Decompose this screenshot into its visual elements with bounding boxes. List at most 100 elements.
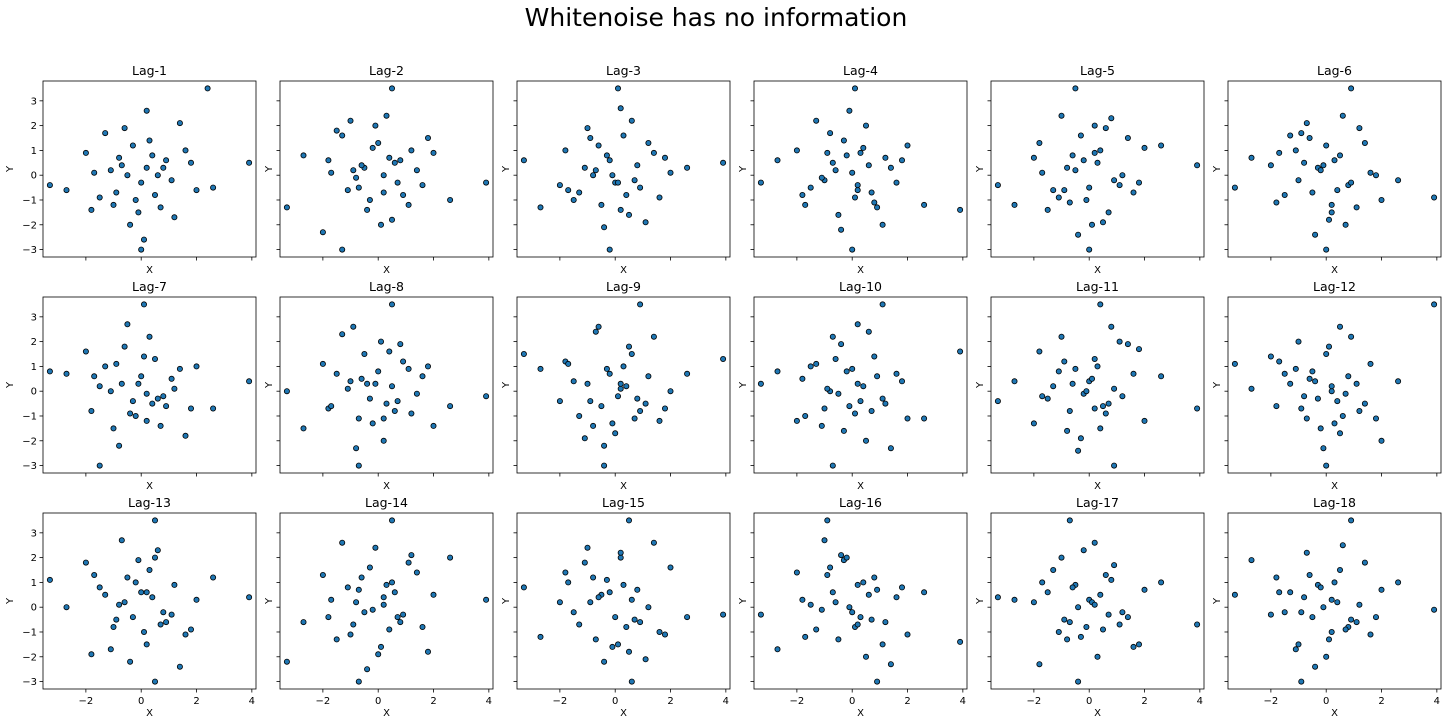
data-point — [483, 179, 490, 186]
scatter-points — [46, 85, 253, 253]
data-point — [339, 246, 346, 253]
data-point — [1317, 425, 1324, 432]
data-point — [138, 589, 145, 596]
data-point — [642, 400, 649, 407]
data-point — [383, 400, 390, 407]
y-tick-label: 0 — [31, 603, 37, 614]
data-point — [163, 619, 170, 626]
data-point — [994, 182, 1001, 189]
data-point — [1361, 139, 1368, 146]
x-tick-label: 0 — [138, 696, 144, 707]
data-point — [860, 579, 867, 586]
data-point — [405, 365, 412, 372]
data-point — [874, 373, 881, 380]
data-point — [210, 405, 217, 412]
data-point — [63, 187, 70, 194]
data-point — [1342, 626, 1349, 633]
data-point — [171, 385, 178, 392]
data-point — [813, 360, 820, 367]
data-point — [757, 611, 764, 618]
data-point — [921, 589, 928, 596]
data-point — [854, 621, 861, 628]
subplot-9: Lag-9 X Y — [501, 279, 731, 492]
data-point — [860, 383, 867, 390]
x-tick-label: −2 — [79, 696, 94, 707]
data-point — [46, 182, 53, 189]
data-point — [857, 398, 864, 405]
data-point — [846, 107, 853, 114]
data-point — [1091, 405, 1098, 412]
x-tick-label: 0 — [1086, 696, 1092, 707]
data-point — [857, 614, 864, 621]
data-point — [96, 383, 103, 390]
x-tick-label: 4 — [1434, 696, 1440, 707]
data-point — [581, 435, 588, 442]
data-point — [879, 395, 886, 402]
data-point — [483, 393, 490, 400]
scatter-points — [994, 85, 1201, 253]
axes-frame — [1227, 80, 1442, 258]
data-point — [350, 323, 357, 330]
data-point — [146, 137, 153, 144]
y-tick-label: −3 — [22, 245, 37, 256]
data-point — [829, 333, 836, 340]
data-point — [1309, 368, 1316, 375]
data-point — [1378, 586, 1385, 593]
data-point — [838, 552, 845, 559]
data-point — [1094, 363, 1101, 370]
axes-frame — [279, 296, 494, 474]
data-point — [1248, 557, 1255, 564]
data-point — [662, 631, 669, 638]
data-point — [380, 594, 387, 601]
data-point — [1086, 246, 1093, 253]
data-point — [1342, 221, 1349, 228]
data-point — [140, 629, 147, 636]
data-point — [562, 569, 569, 576]
data-point — [793, 569, 800, 576]
data-point — [865, 328, 872, 335]
data-point — [601, 224, 608, 231]
subplot-3: Lag-3 X Y — [501, 63, 731, 276]
data-point — [1055, 368, 1062, 375]
data-point — [584, 125, 591, 132]
subplot-7: Lag-7 −3 −2 −1 0 1 2 3 X Y — [5, 279, 257, 492]
data-point — [1331, 157, 1338, 164]
data-point — [667, 169, 674, 176]
subplot-13: Lag-13 −2 0 2 4 −3 −2 −1 0 1 2 3 X Y — [5, 495, 257, 719]
data-point — [849, 609, 856, 616]
data-point — [882, 154, 889, 161]
scatter-points — [757, 517, 964, 685]
data-point — [397, 157, 404, 164]
data-point — [1303, 415, 1310, 422]
data-point — [355, 678, 362, 685]
data-point — [1097, 591, 1104, 598]
data-point — [283, 658, 290, 665]
y-tick-label: 3 — [31, 96, 37, 107]
data-point — [581, 164, 588, 171]
data-point — [96, 584, 103, 591]
data-point — [1091, 539, 1098, 546]
data-point — [1091, 601, 1098, 608]
x-axis-label: X — [620, 481, 627, 492]
data-point — [1111, 177, 1118, 184]
data-point — [160, 609, 167, 616]
data-point — [1320, 604, 1327, 611]
data-point — [132, 196, 139, 203]
data-point — [107, 646, 114, 653]
x-tick-label: 2 — [1378, 696, 1384, 707]
data-point — [1075, 231, 1082, 238]
data-point — [110, 201, 117, 208]
data-point — [375, 139, 382, 146]
data-point — [1011, 378, 1018, 385]
data-point — [1072, 85, 1079, 92]
data-point — [645, 604, 652, 611]
data-point — [1069, 152, 1076, 159]
data-point — [135, 209, 142, 216]
y-tick-label: 3 — [31, 528, 37, 539]
data-point — [868, 616, 875, 623]
data-point — [1323, 142, 1330, 149]
data-point — [595, 594, 602, 601]
data-point — [829, 159, 836, 166]
y-axis-label: Y — [738, 381, 749, 389]
data-point — [601, 462, 608, 469]
